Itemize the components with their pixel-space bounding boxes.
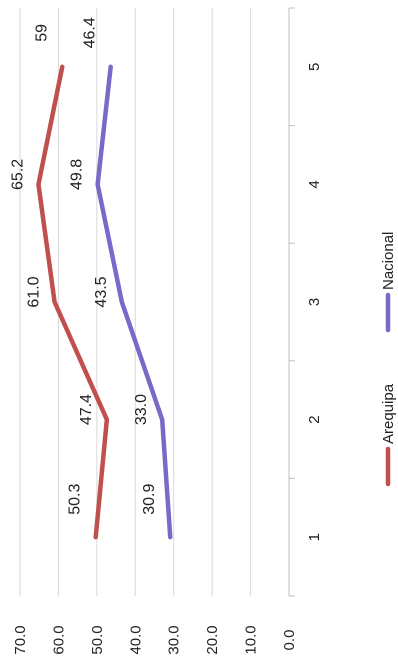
gridlines — [19, 8, 252, 596]
value-tick-label: 50.0 — [89, 625, 106, 654]
data-label: 49.8 — [69, 159, 86, 190]
legend-label-arequipa: Arequipa — [380, 383, 397, 444]
value-tick-label: 60.0 — [50, 625, 67, 654]
data-label: 61.0 — [26, 276, 43, 307]
series-lines — [36, 64, 173, 540]
data-label: 46.4 — [82, 17, 99, 48]
value-tick-label: 0.0 — [281, 630, 298, 651]
legend-label-nacional: Nacional — [380, 232, 397, 290]
data-label: 30.9 — [141, 484, 158, 515]
value-tick-label: 20.0 — [204, 625, 221, 654]
data-label: 47.4 — [78, 394, 95, 425]
data-label: 33.0 — [133, 394, 150, 425]
category-tick-label: 5 — [306, 63, 323, 71]
data-label: 43.5 — [93, 276, 110, 307]
value-axis-ticks: 0.0 10.0 20.0 30.0 40.0 50.0 60.0 70.0 — [12, 625, 298, 654]
data-labels: 50.3 47.4 61.0 65.2 59 30.9 33.0 43.5 49.8 46.4 — [9, 17, 158, 515]
data-label: 50.3 — [67, 484, 84, 515]
category-tick-label: 4 — [306, 180, 323, 188]
series-line-arequipa — [36, 64, 110, 540]
category-tick-label: 1 — [306, 533, 323, 541]
series-line-nacional — [95, 64, 173, 540]
value-tick-label: 40.0 — [127, 625, 144, 654]
data-label: 59 — [33, 24, 50, 42]
category-tick-label: 2 — [306, 415, 323, 423]
category-tick-label: 3 — [306, 298, 323, 306]
legend: Arequipa Nacional — [380, 232, 397, 487]
value-tick-label: 10.0 — [243, 625, 260, 654]
value-tick-label: 30.0 — [166, 625, 183, 654]
category-axis — [288, 7, 295, 597]
value-tick-label: 70.0 — [12, 625, 29, 654]
data-label: 65.2 — [9, 159, 26, 190]
category-axis-ticks: 1 2 3 4 5 — [306, 63, 323, 542]
